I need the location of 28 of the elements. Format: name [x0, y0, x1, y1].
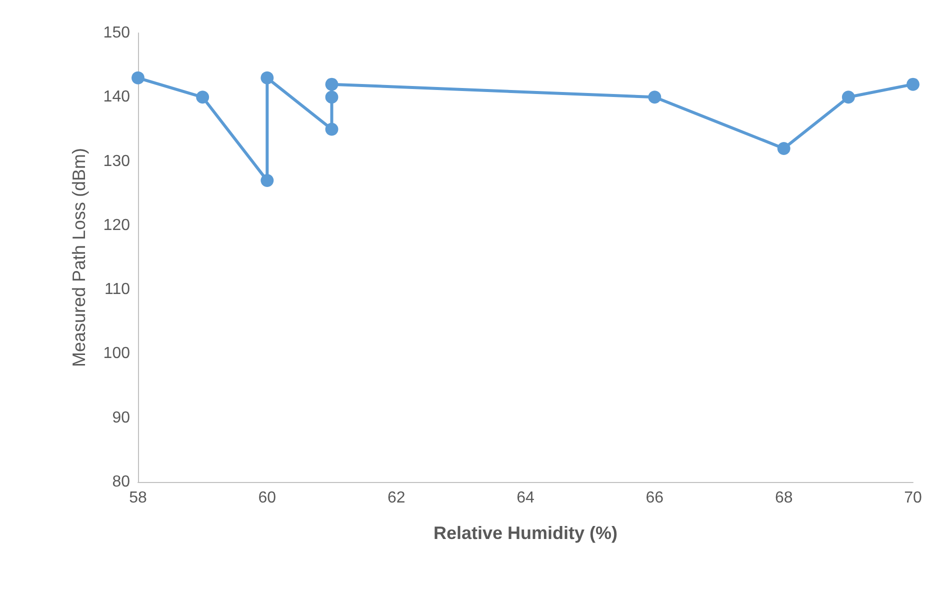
x-tick-label: 62: [387, 490, 406, 506]
y-axis-title: Measured Path Loss (dBm): [69, 148, 89, 368]
x-axis-title: Relative Humidity (%): [433, 523, 618, 543]
x-tick-label: 58: [129, 490, 147, 506]
y-tick-label: 100: [103, 345, 130, 362]
y-tick-label: 80: [112, 474, 130, 490]
point: [325, 122, 338, 136]
point: [325, 78, 338, 91]
y-tick-label: 140: [103, 88, 130, 106]
y-tick-label: 110: [104, 281, 130, 298]
point: [132, 71, 144, 84]
point: [196, 90, 210, 104]
point: [260, 71, 274, 84]
y-tick-label: 120: [103, 216, 130, 234]
point: [648, 90, 662, 104]
y-tick-label: 130: [103, 152, 130, 170]
x-tick-label: 70: [904, 490, 922, 506]
x-tick-label: 64: [516, 490, 534, 506]
point: [260, 174, 274, 188]
point: [842, 90, 855, 104]
point: [906, 78, 920, 91]
x-tick-label: 66: [646, 490, 664, 506]
x-tick-label: 60: [258, 490, 276, 506]
y-tick-label: 150: [103, 24, 130, 42]
point: [777, 142, 790, 155]
y-tick-label: 90: [112, 409, 130, 426]
point: [325, 90, 338, 104]
x-tick-label: 68: [774, 490, 793, 506]
